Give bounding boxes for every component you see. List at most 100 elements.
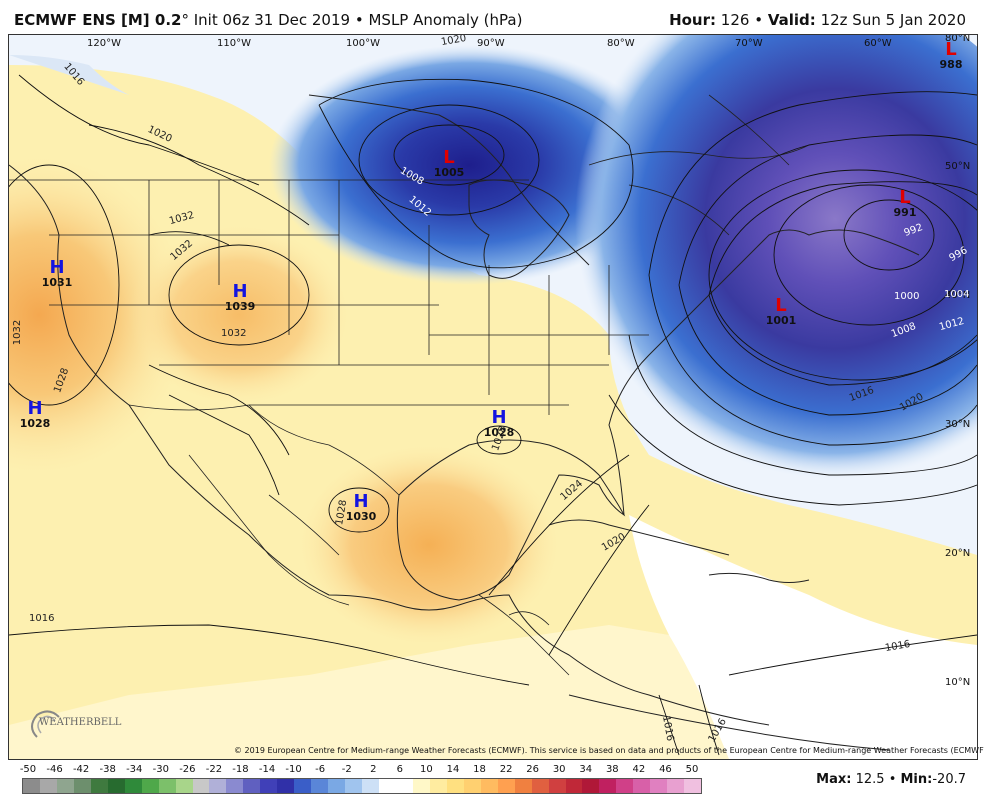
field-stats: Max: 12.5 • Min:-20.7 — [816, 772, 966, 787]
colorbar-swatch — [56, 779, 74, 793]
colorbar-tick-label: 22 — [499, 764, 513, 775]
colorbar-swatch — [328, 779, 346, 793]
colorbar-swatch — [141, 779, 159, 793]
lon-label-80w: 80°W — [607, 38, 635, 49]
south-america-coast — [568, 694, 890, 751]
colorbar-tick-label: -18 — [232, 764, 249, 775]
isobar-label: 1032 — [221, 328, 247, 339]
colorbar-swatch — [412, 779, 430, 793]
isobar-1012 — [648, 91, 977, 446]
colorbar-tick-label: -50 — [19, 764, 37, 775]
pressure-value: 1039 — [224, 300, 256, 313]
logo-text: WEATHERBELL — [39, 717, 122, 728]
colorbar-tick-label: 10 — [420, 764, 433, 775]
colorbar-swatch — [463, 779, 481, 793]
colorbar-tick-label: 30 — [552, 764, 566, 775]
colorbar-swatch — [633, 779, 651, 793]
colorbar-swatch — [345, 779, 363, 793]
state-borders — [9, 94, 810, 676]
colorbar-swatch — [175, 779, 193, 793]
isobar-1004-lakes — [393, 124, 505, 186]
colorbar-swatch — [209, 779, 227, 793]
colorbar-swatch — [531, 779, 549, 793]
mexico-border — [128, 404, 400, 496]
pacific-coastline — [9, 164, 770, 726]
colorbar-swatch — [548, 779, 566, 793]
isobar-1032-north — [148, 231, 230, 246]
colorbar-tick-label: 38 — [605, 764, 619, 775]
logo-swirl-icon — [31, 710, 60, 738]
max-value: 12.5 — [855, 772, 885, 787]
isobar-1016-nw — [18, 74, 260, 186]
weatherbell-logo: WEATHERBELL — [23, 703, 121, 747]
deg-symbol: ° — [181, 11, 189, 29]
colorbar-swatch — [73, 779, 91, 793]
low-pressure-nova-scotia: L 991 — [885, 189, 925, 219]
high-marker: H — [353, 491, 369, 512]
high-pressure-southeast: H 1028 — [479, 409, 519, 439]
colorbar-swatch — [379, 779, 396, 793]
isobar-1020-nw — [88, 124, 310, 226]
low-pressure-great-lakes: L 1005 — [429, 149, 469, 179]
colorbar-swatch — [650, 779, 668, 793]
hispaniola-coastline — [708, 572, 810, 583]
lat-label-20n: 20°N — [945, 548, 971, 559]
colorbar-tick-label: 18 — [473, 764, 486, 775]
colorbar-tick-label: -2 — [341, 764, 352, 775]
lat-label-50n: 50°N — [945, 161, 971, 172]
colorbar-swatch — [23, 779, 40, 793]
bullet: • — [888, 772, 897, 787]
low-marker: L — [443, 147, 455, 168]
colorbar-swatch — [514, 779, 532, 793]
isobar-1028-southeast — [476, 425, 522, 455]
isobar-1016-east — [728, 634, 977, 676]
canada-border-coast — [308, 94, 590, 266]
isobar-label: 1004 — [944, 289, 970, 300]
valid-time: Hour: 126 • Valid: 12z Sun 5 Jan 2020 — [669, 11, 966, 29]
colorbar-tick-label: -6 — [315, 764, 326, 775]
colorbar-swatch — [311, 779, 329, 793]
cuba-coastline — [548, 519, 730, 556]
atlantic-low-anomaly — [549, 35, 977, 505]
isobar-992 — [843, 199, 935, 271]
colorbar-swatch — [260, 779, 278, 793]
colorbar-tick-label: 6 — [396, 764, 404, 775]
isobar-1028-west — [9, 164, 120, 406]
lat-label-10n: 10°N — [945, 677, 971, 688]
colorbar — [22, 778, 702, 794]
map-title: ECMWF ENS [M] 0.2° Init 06z 31 Dec 2019 … — [14, 11, 522, 29]
colorbar-swatch — [294, 779, 312, 793]
isobar-1020-atl — [608, 394, 977, 506]
central-america-borders — [478, 594, 570, 676]
colorbar-tick-label: -30 — [152, 764, 169, 775]
isobar-1000 — [708, 169, 977, 381]
anomaly-map: 120°W 110°W 100°W 90°W 80°W 70°W 60°W 80… — [8, 34, 978, 760]
pressure-value: 1028 — [483, 426, 515, 439]
min-value: -20.7 — [932, 772, 966, 787]
colorbar-swatch — [582, 779, 600, 793]
colorbar-tick-label: -34 — [126, 764, 143, 775]
colorbar-swatch — [497, 779, 515, 793]
bullet: • — [754, 11, 764, 29]
lon-label-110w: 110°W — [217, 38, 251, 49]
low-pressure-labrador: L 988 — [931, 41, 971, 71]
lon-label-120w: 120°W — [87, 38, 121, 49]
high-pressure-pacific: H 1028 — [15, 400, 55, 430]
init-time: Init 06z 31 Dec 2019 — [193, 11, 351, 29]
isobar-1024 — [488, 454, 630, 596]
isobar-1016-south — [9, 624, 530, 686]
high-pressure-mexico: H 1030 — [341, 493, 381, 523]
isobar-1012-lakes — [318, 78, 634, 269]
colorbar-swatch — [226, 779, 244, 793]
high-pressure-rockies: H 1039 — [220, 283, 260, 313]
colorbar-swatch — [124, 779, 142, 793]
isobar-1016-atl — [628, 334, 977, 476]
colorbar-swatch — [480, 779, 498, 793]
colorbar-tick-label: -38 — [99, 764, 116, 775]
colorbar-swatch — [599, 779, 617, 793]
colorbar-tick-label: 14 — [446, 764, 460, 775]
colorbar-tick-label: 42 — [632, 764, 646, 775]
colorbar-swatch — [616, 779, 634, 793]
isobar-1004 — [708, 181, 977, 386]
gulf-high-anomaly — [299, 445, 559, 645]
